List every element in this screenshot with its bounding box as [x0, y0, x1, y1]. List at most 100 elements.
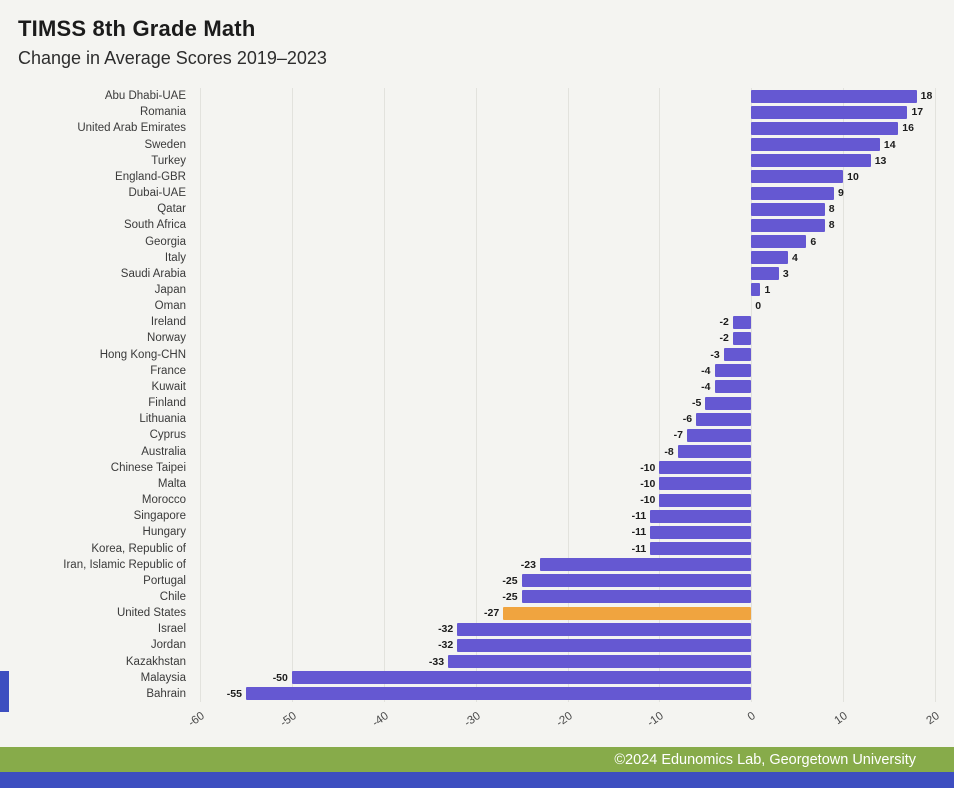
y-axis-label: Georgia — [145, 235, 186, 248]
y-axis-label: Qatar — [157, 203, 186, 216]
bar — [696, 412, 752, 426]
y-axis-label: Hungary — [142, 526, 186, 539]
value-label: 14 — [883, 138, 896, 151]
bar — [448, 655, 752, 669]
bar — [659, 493, 752, 507]
gridline — [383, 88, 385, 702]
gridline — [567, 88, 569, 702]
value-label: 18 — [920, 90, 933, 103]
y-axis-label: England-GBR — [115, 170, 186, 183]
y-axis-label: Turkey — [151, 154, 186, 167]
bar — [732, 315, 752, 329]
value-label: -32 — [438, 623, 454, 636]
y-axis-label: Ireland — [150, 316, 186, 329]
bar — [539, 558, 752, 572]
y-axis-label: Iran, Islamic Republic of — [63, 558, 186, 571]
gridline — [200, 88, 201, 702]
y-axis-label: Chinese Taipei — [110, 461, 186, 474]
value-label: -6 — [682, 413, 693, 426]
y-axis-label: South Africa — [123, 219, 186, 232]
gridline — [843, 88, 845, 702]
y-axis-label: Lithuania — [139, 413, 186, 426]
value-label: 16 — [902, 122, 914, 135]
x-tick-label: -30 — [462, 710, 483, 730]
x-tick-label: 0 — [746, 710, 759, 724]
value-label: 3 — [782, 267, 789, 280]
value-label: -2 — [719, 332, 729, 345]
bar — [677, 445, 752, 459]
bar — [751, 283, 761, 297]
bar — [650, 509, 752, 523]
value-label: 4 — [792, 251, 798, 264]
y-axis-label: Portugal — [143, 574, 186, 587]
y-axis-label: United Arab Emirates — [77, 122, 186, 135]
chart-header: TIMSS 8th Grade Math Change in Average S… — [18, 16, 327, 69]
value-label: -33 — [428, 655, 445, 668]
x-tick-label: -20 — [553, 710, 575, 730]
value-label: -25 — [502, 590, 518, 603]
plot-area: 18 17 16 14 13 10 9 8 8 6 4 3 1 0 -2 -2 -3 -4 -4 -5 -6 -7 -8 -1… — [200, 88, 936, 702]
x-tick-label: -40 — [370, 710, 391, 730]
x-tick-label: -60 — [186, 710, 207, 730]
y-axis-label: Saudi Arabia — [120, 267, 186, 280]
bar — [751, 170, 844, 184]
value-label: 6 — [810, 235, 817, 248]
footer-accent-bar — [0, 772, 954, 788]
bar — [714, 380, 752, 394]
x-tick-label: -50 — [278, 710, 299, 730]
bar — [521, 590, 752, 604]
x-tick-label: -10 — [645, 710, 667, 730]
value-label: -10 — [640, 494, 656, 507]
bar — [751, 202, 825, 216]
y-axis-label: Romania — [139, 106, 186, 119]
footer-credit: ©2024 Edunomics Lab, Georgetown Universi… — [614, 751, 916, 768]
value-label: -7 — [673, 429, 683, 442]
y-axis-label: Japan — [154, 283, 186, 296]
value-label: -5 — [691, 397, 702, 410]
bar-highlighted — [503, 606, 752, 620]
y-axis-label: Chile — [159, 590, 186, 603]
y-axis-label: Jordan — [150, 639, 186, 652]
chart-title: TIMSS 8th Grade Math — [18, 16, 256, 41]
y-axis-label: Malta — [157, 477, 186, 490]
value-label: -11 — [631, 510, 647, 523]
value-label: -10 — [640, 477, 656, 490]
bar — [457, 622, 752, 636]
bar — [751, 251, 788, 265]
value-label: -11 — [631, 526, 647, 539]
value-label: 0 — [755, 300, 762, 313]
y-axis-label: Abu Dhabi-UAE — [104, 90, 186, 103]
y-axis-label: Italy — [164, 251, 186, 264]
y-axis-label: Cyprus — [149, 429, 186, 442]
bar — [291, 671, 752, 685]
value-label: 9 — [837, 187, 844, 200]
value-label: 17 — [911, 106, 924, 119]
bar — [650, 525, 752, 539]
bar — [705, 396, 752, 410]
y-axis-label: Kazakhstan — [125, 655, 186, 668]
bar — [751, 267, 779, 281]
bar — [751, 218, 825, 232]
value-label: -4 — [701, 380, 711, 393]
value-label: -4 — [701, 364, 711, 377]
y-axis-labels: Abu Dhabi-UAE Romania United Arab Emirates… — [0, 88, 194, 702]
y-axis-label: Norway — [147, 332, 186, 345]
y-axis-label: Oman — [154, 300, 186, 313]
bar — [732, 331, 752, 345]
left-accent-bar — [0, 671, 9, 712]
bar — [659, 477, 752, 491]
value-label: -25 — [502, 574, 518, 587]
bar — [751, 121, 899, 135]
value-label: 10 — [847, 170, 859, 183]
bar — [751, 154, 871, 168]
x-axis-ticks: -60 -50 -40 -30 -20 -10 0 10 20 — [186, 702, 942, 744]
value-label: -23 — [520, 558, 536, 571]
value-label: -2 — [719, 316, 729, 329]
value-label: -3 — [710, 348, 720, 361]
y-axis-label: Australia — [141, 445, 186, 458]
value-label: -50 — [272, 671, 288, 684]
y-axis-label: Singapore — [133, 510, 186, 523]
value-label: 8 — [828, 203, 835, 216]
y-axis-label: United States — [116, 607, 186, 620]
value-label: 8 — [828, 219, 835, 232]
